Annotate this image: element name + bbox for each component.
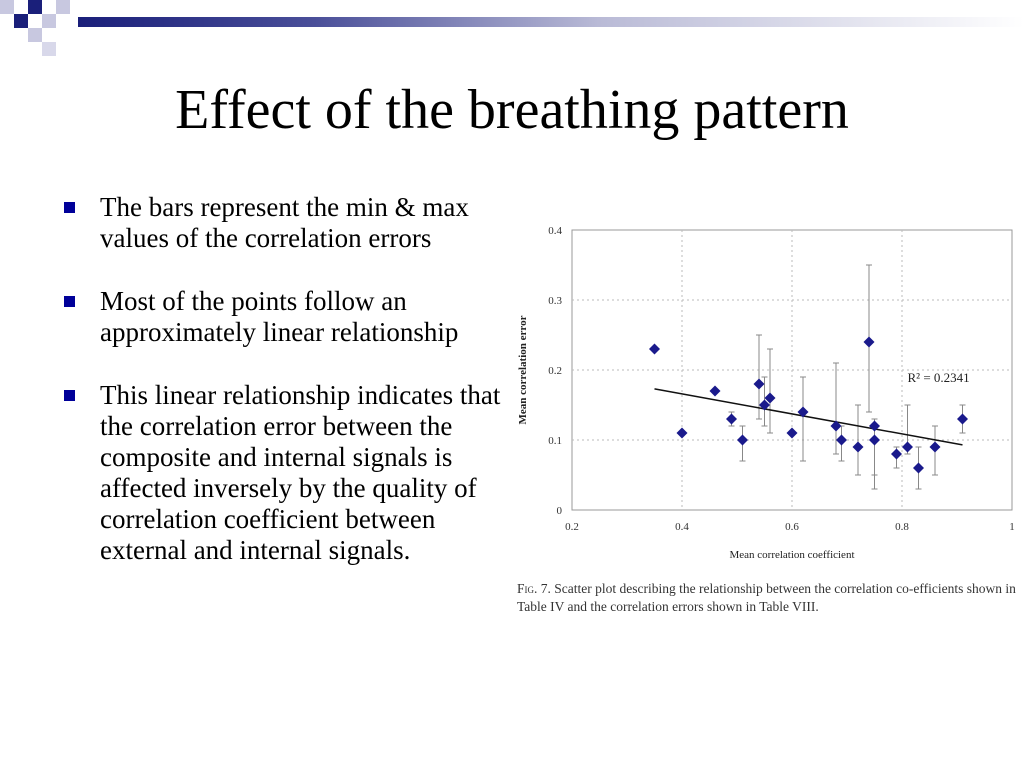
data-point xyxy=(649,343,660,355)
x-tick-label: 0.8 xyxy=(895,521,909,533)
data-point xyxy=(797,406,809,418)
data-point xyxy=(869,420,880,432)
bullet-text: The bars represent the min & max values … xyxy=(100,192,469,253)
x-tick-label: 0.4 xyxy=(675,521,689,533)
y-tick-label: 0.1 xyxy=(548,435,562,447)
deco-square xyxy=(56,0,70,14)
data-point xyxy=(737,434,748,446)
y-tick-label: 0.4 xyxy=(548,225,562,237)
bullet-list: The bars represent the min & max values … xyxy=(62,192,502,598)
caption-text: Scatter plot describing the relationship… xyxy=(517,581,1016,614)
bullet-text: This linear relationship indicates that … xyxy=(100,380,501,565)
data-point xyxy=(902,441,913,453)
bullet-text: Most of the points follow an approximate… xyxy=(100,286,459,347)
r-squared-annotation: R² = 0.2341 xyxy=(908,370,970,385)
deco-square xyxy=(28,0,42,14)
data-point xyxy=(869,434,880,446)
bullet-item: Most of the points follow an approximate… xyxy=(62,286,502,348)
data-point xyxy=(830,420,842,432)
y-tick-label: 0.2 xyxy=(548,365,562,377)
data-point xyxy=(753,378,765,390)
caption-label: Fig. 7. xyxy=(517,581,551,596)
figure-caption: Fig. 7. Scatter plot describing the rela… xyxy=(517,580,1017,616)
data-point xyxy=(913,462,924,474)
scatter-figure: 0.2 0.4 0.6 0.8 1 0 0.1 0.2 0.3 0.4 Mean correlati… xyxy=(512,212,1022,632)
trend-line xyxy=(654,388,963,446)
data-point xyxy=(929,441,941,453)
x-tick-label: 1 xyxy=(1009,521,1015,533)
y-axis-label: Mean correlation error xyxy=(517,315,529,424)
data-point xyxy=(709,385,721,397)
deco-gradient-bar xyxy=(78,17,1024,27)
data-point xyxy=(836,434,847,446)
deco-square xyxy=(42,14,56,28)
slide-title: Effect of the breathing pattern xyxy=(175,79,849,141)
data-point xyxy=(786,427,798,439)
data-point xyxy=(764,392,776,404)
data-point xyxy=(852,441,864,453)
bullet-item: This linear relationship indicates that … xyxy=(62,380,502,566)
data-point xyxy=(863,336,875,348)
deco-square xyxy=(14,14,28,28)
data-point xyxy=(726,413,737,425)
bullet-square-icon xyxy=(64,296,75,307)
deco-square xyxy=(42,42,56,56)
y-tick-label: 0 xyxy=(557,505,563,517)
deco-square xyxy=(0,0,14,14)
data-point xyxy=(891,448,902,460)
x-tick-label: 0.6 xyxy=(785,521,799,533)
data-point xyxy=(957,413,968,425)
x-axis-label: Mean correlation coefficient xyxy=(729,549,854,561)
y-tick-label: 0.3 xyxy=(548,295,562,307)
data-point xyxy=(676,427,688,439)
x-tick-label: 0.2 xyxy=(565,521,579,533)
data-point xyxy=(759,399,770,411)
header-decoration xyxy=(0,0,1024,60)
bullet-square-icon xyxy=(64,202,75,213)
bullet-square-icon xyxy=(64,390,75,401)
scatter-plot: 0.2 0.4 0.6 0.8 1 0 0.1 0.2 0.3 0.4 Mean correlati… xyxy=(517,225,1015,561)
bullet-item: The bars represent the min & max values … xyxy=(62,192,502,254)
deco-square xyxy=(28,28,42,42)
